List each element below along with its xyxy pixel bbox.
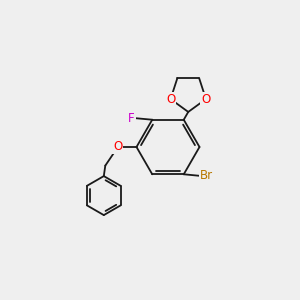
Text: O: O xyxy=(113,140,122,154)
Text: O: O xyxy=(166,93,175,106)
Text: F: F xyxy=(128,112,135,125)
Text: Br: Br xyxy=(200,169,213,182)
Text: O: O xyxy=(201,93,211,106)
